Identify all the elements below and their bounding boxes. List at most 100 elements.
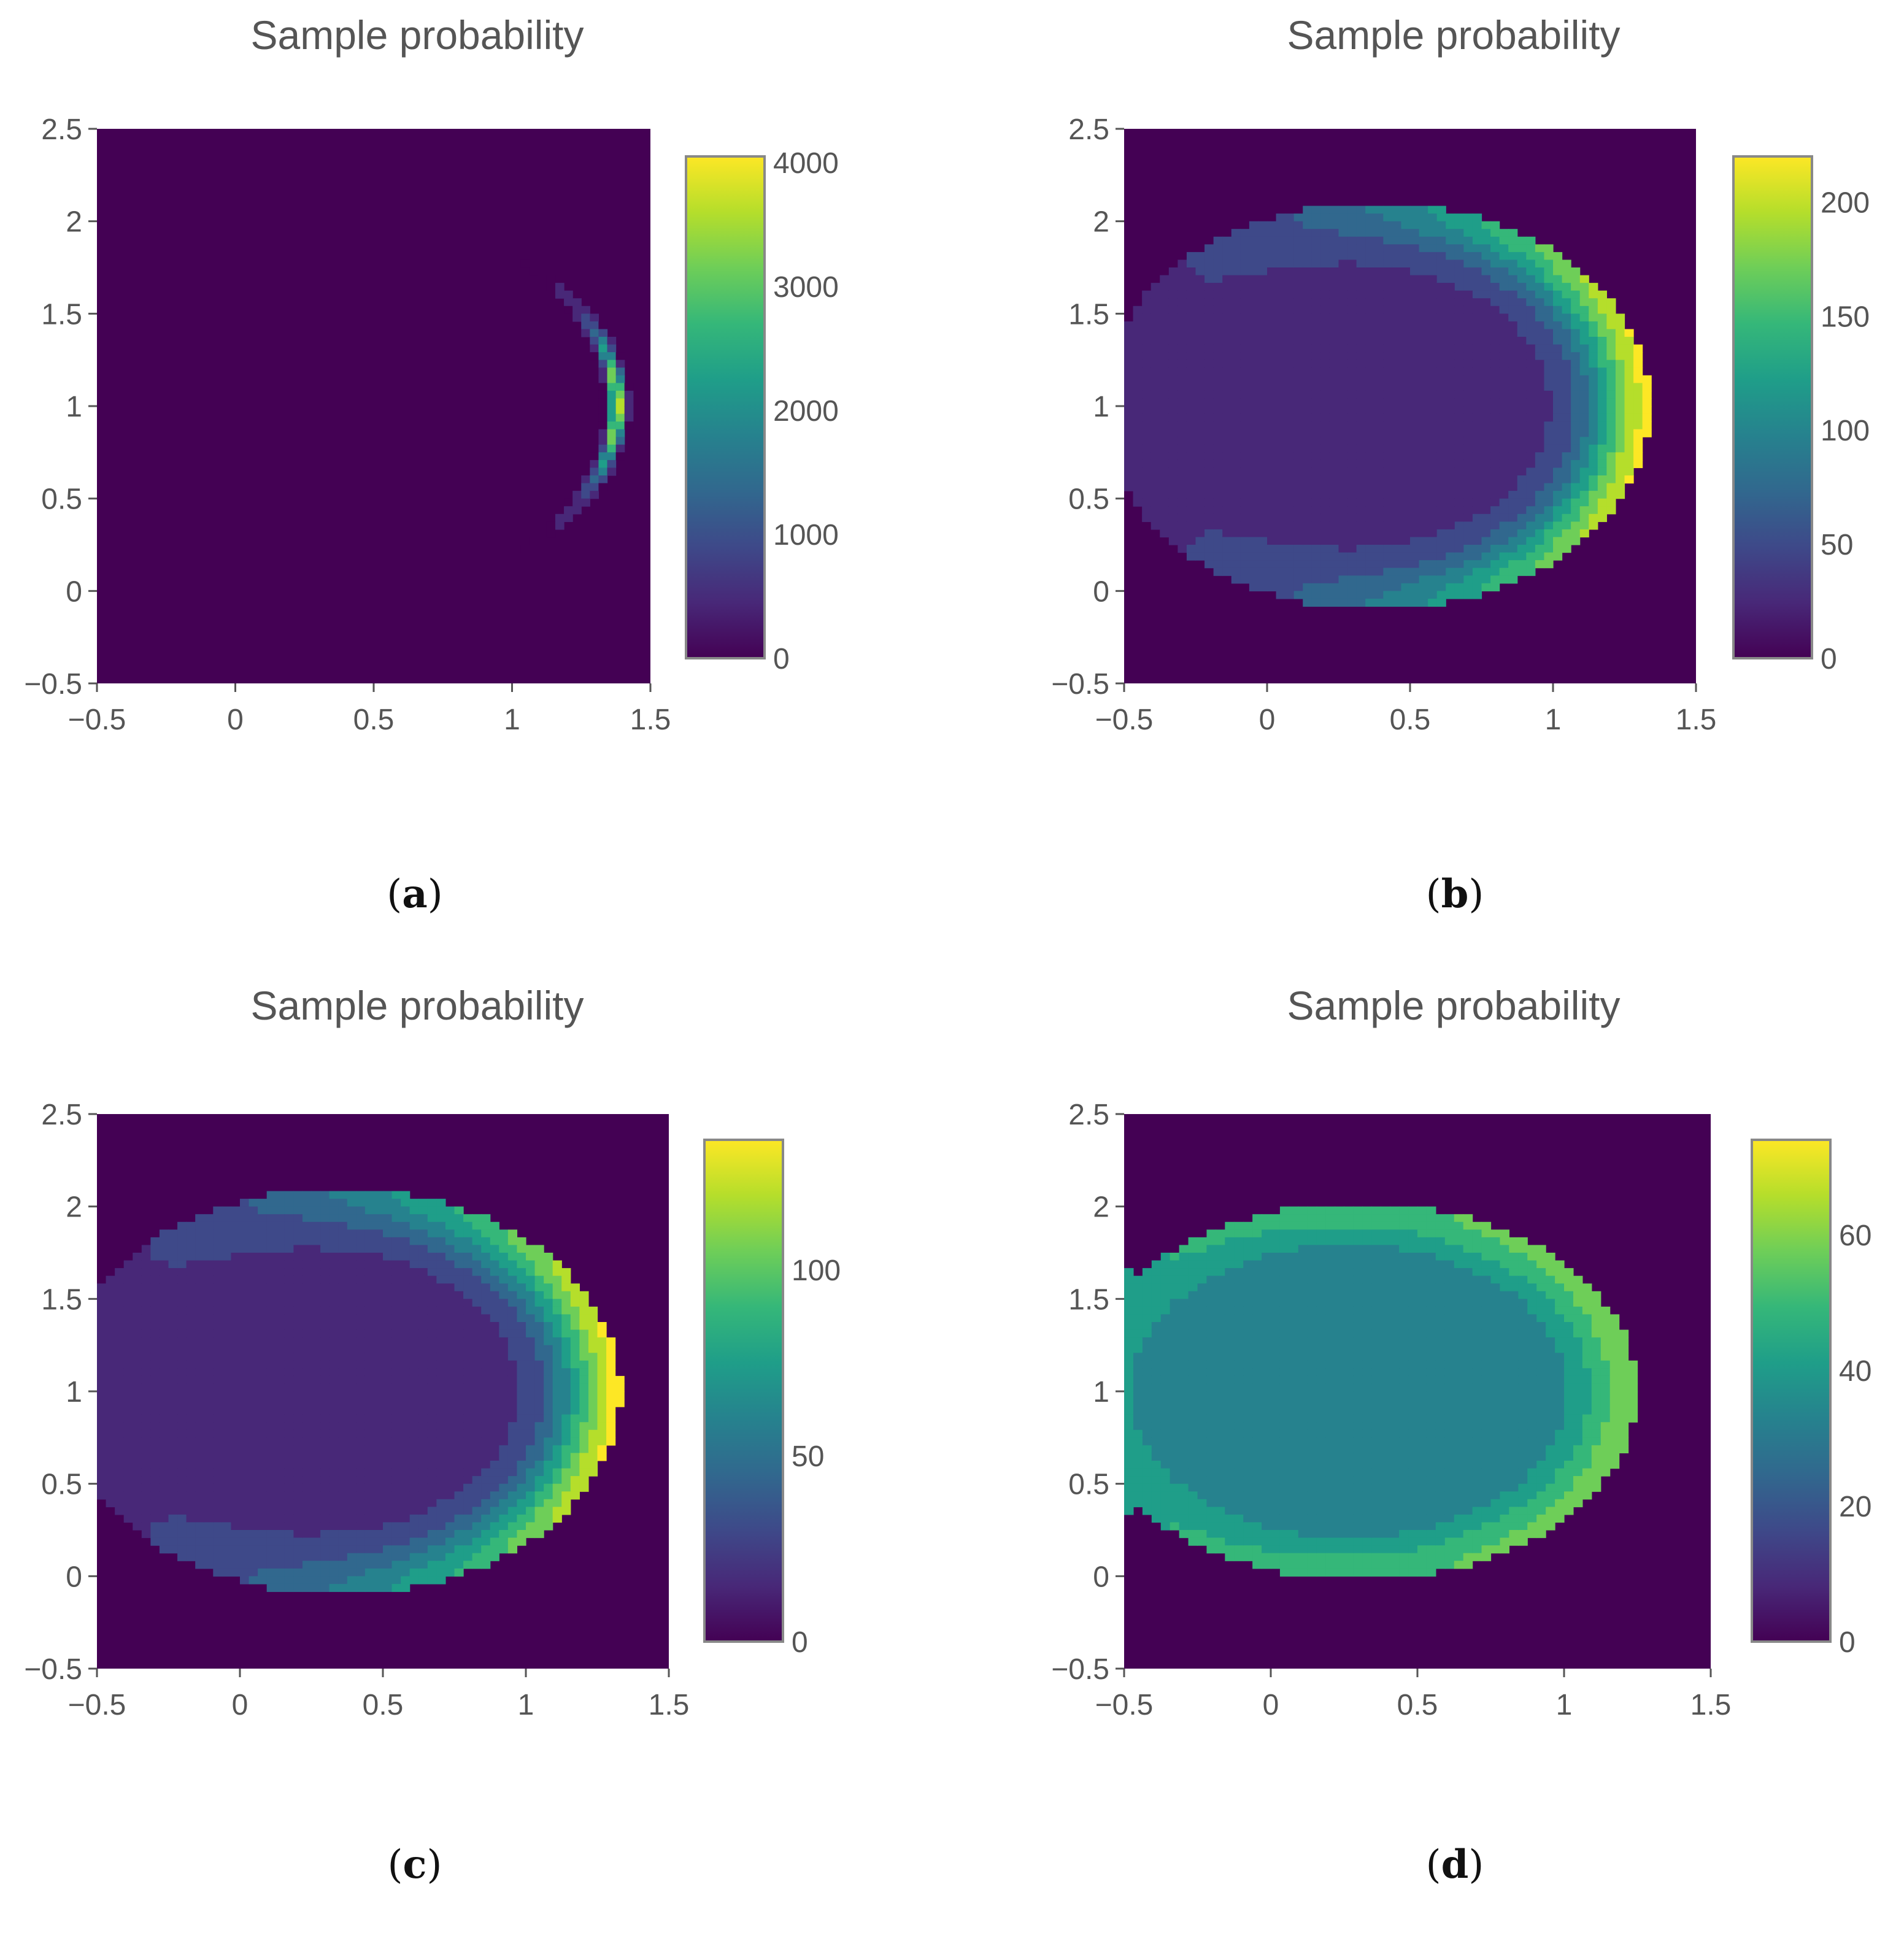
heatmap-cell	[427, 1499, 437, 1507]
heatmap-cell	[1124, 375, 1134, 383]
heatmap-cell	[436, 1461, 446, 1469]
heatmap-cell	[1133, 390, 1143, 399]
heatmap-cell	[534, 1407, 544, 1415]
heatmap-cell	[383, 1245, 393, 1253]
heatmap-cell	[1177, 545, 1187, 553]
heatmap-cell	[302, 1360, 312, 1369]
heatmap-cell	[1222, 506, 1232, 515]
heatmap-cell	[338, 1545, 348, 1554]
heatmap-cell	[418, 1545, 428, 1554]
heatmap-cell	[1490, 467, 1500, 476]
heatmap-cell	[320, 1360, 330, 1369]
heatmap-cell	[1311, 213, 1321, 222]
heatmap-cell	[1606, 467, 1616, 476]
heatmap-cell	[1222, 367, 1232, 376]
heatmap-cell	[1508, 513, 1518, 522]
heatmap-cell	[1454, 452, 1464, 461]
heatmap-cell	[590, 352, 599, 361]
heatmap-cell	[338, 1353, 348, 1361]
heatmap-cell	[347, 1245, 357, 1253]
heatmap-cell	[499, 1445, 509, 1454]
heatmap-cell	[1249, 429, 1259, 437]
heatmap-cell	[1401, 252, 1411, 261]
heatmap-cell	[1133, 367, 1143, 376]
heatmap-cell	[231, 1329, 241, 1338]
heatmap-cell	[526, 1245, 536, 1253]
heatmap-cell	[427, 1214, 437, 1223]
heatmap-cell	[1463, 259, 1473, 268]
heatmap-cell	[1160, 483, 1170, 491]
heatmap-cell	[418, 1306, 428, 1315]
heatmap-cell	[276, 1483, 285, 1492]
heatmap-cell	[1204, 359, 1214, 368]
heatmap-cell	[1428, 475, 1438, 484]
heatmap-cell	[1562, 275, 1571, 283]
heatmap-cell	[1436, 437, 1446, 445]
heatmap-cell	[1320, 221, 1330, 229]
heatmap-cell	[499, 1537, 509, 1546]
heatmap-cell	[123, 1491, 133, 1500]
heatmap-cell	[1311, 583, 1321, 591]
heatmap-cell	[1124, 390, 1134, 399]
heatmap-cell	[1276, 537, 1285, 545]
heatmap-cell	[490, 1453, 499, 1461]
heatmap-cell	[266, 1260, 276, 1269]
heatmap-cell	[168, 1445, 178, 1454]
heatmap-cell	[1365, 483, 1375, 491]
heatmap-cell	[445, 1507, 455, 1515]
heatmap-cell	[1276, 552, 1285, 561]
heatmap-cell	[186, 1553, 196, 1561]
heatmap-cell	[391, 1375, 401, 1385]
heatmap-cell	[472, 1545, 482, 1554]
heatmap-cell	[1204, 537, 1214, 545]
heatmap-cell	[311, 1229, 321, 1238]
heatmap-cell	[1633, 413, 1643, 422]
heatmap-cell	[1579, 406, 1589, 415]
heatmap-cell	[266, 1391, 276, 1400]
heatmap-cell	[222, 1553, 232, 1561]
heatmap-cell	[1589, 506, 1598, 515]
heatmap-cell	[258, 1214, 268, 1223]
heatmap-cell	[1428, 337, 1438, 345]
heatmap-cell	[534, 1507, 544, 1515]
heatmap-cell	[1544, 383, 1554, 391]
heatmap-cell	[356, 1445, 366, 1454]
heatmap-cell	[302, 1253, 312, 1261]
heatmap-cell	[1517, 275, 1527, 283]
heatmap-cell	[364, 1299, 375, 1307]
heatmap-cell	[204, 1461, 214, 1469]
heatmap-cell	[1410, 337, 1420, 345]
heatmap-cell	[284, 1461, 294, 1469]
heatmap-cell	[1624, 390, 1634, 399]
heatmap-cell	[1338, 398, 1348, 407]
heatmap-cell	[1124, 437, 1134, 445]
heatmap-cell	[1374, 329, 1384, 337]
heatmap-cell	[1490, 498, 1500, 507]
heatmap-cell	[1633, 367, 1643, 376]
heatmap-cell	[1276, 529, 1285, 538]
heatmap-cell	[1276, 567, 1285, 576]
heatmap-cell	[106, 1283, 115, 1292]
heatmap-cell	[1240, 529, 1250, 538]
heatmap-cell	[1222, 513, 1232, 522]
heatmap-cell	[472, 1322, 482, 1331]
heatmap-cell	[1428, 367, 1438, 376]
heatmap-cell	[213, 1545, 223, 1554]
heatmap-cell	[1446, 491, 1455, 499]
heatmap-cell	[1392, 259, 1402, 268]
heatmap-cell	[1356, 459, 1366, 469]
heatmap-cell	[1428, 244, 1438, 253]
heatmap-cell	[1293, 398, 1303, 407]
heatmap-cell	[240, 1337, 250, 1346]
heatmap-cell	[106, 1476, 115, 1485]
heatmap-cell	[1338, 352, 1348, 361]
heatmap-cell	[1490, 390, 1500, 399]
heatmap-cell	[293, 1445, 303, 1454]
heatmap-cell	[534, 1245, 544, 1253]
heatmap-cell	[195, 1468, 205, 1477]
heatmap-cell	[222, 1237, 232, 1246]
heatmap-cell	[1463, 221, 1473, 229]
heatmap-cell	[284, 1345, 294, 1353]
heatmap-cell	[1338, 598, 1348, 607]
heatmap-cell	[1606, 437, 1616, 445]
